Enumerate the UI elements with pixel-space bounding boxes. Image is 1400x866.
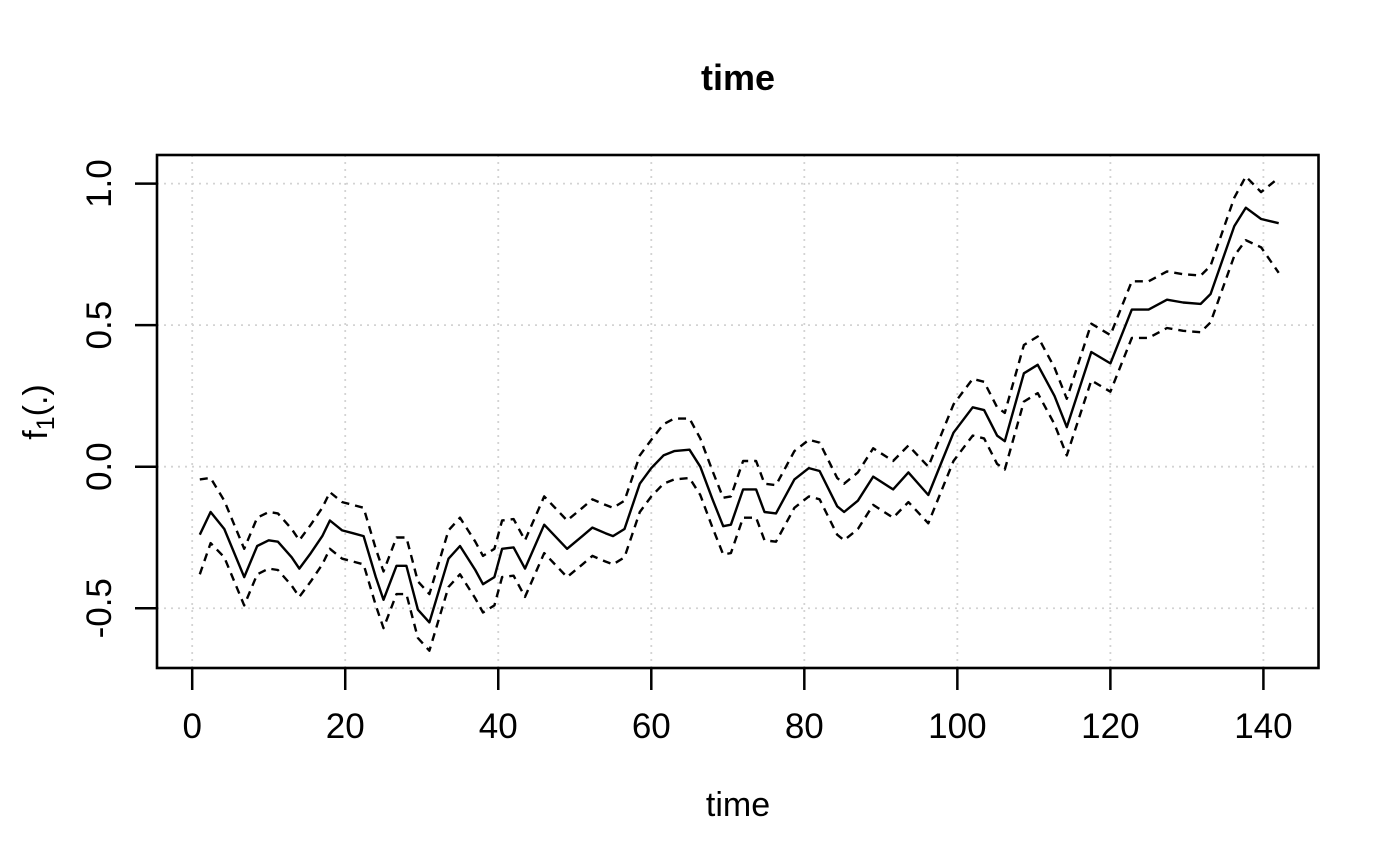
grid-layer — [157, 155, 1319, 668]
x-axis-label: time — [706, 786, 770, 824]
plot-box — [155, 153, 1320, 670]
series-layer — [198, 175, 1280, 652]
x-tick-label: 20 — [326, 707, 365, 746]
y-axis-label-base: f — [17, 430, 55, 440]
y-axis-label-subscript: 1 — [32, 416, 60, 430]
y-tick-label: -0.5 — [80, 578, 119, 638]
y-tick-label: 0.0 — [80, 442, 119, 491]
x-tick-label: 140 — [1234, 707, 1292, 746]
y-tick-label: 0.5 — [80, 301, 119, 350]
x-tick-label: 120 — [1081, 707, 1139, 746]
y-axis-label-rest: (.) — [17, 384, 55, 416]
series-estimate — [198, 206, 1279, 624]
x-tick-label: 80 — [785, 707, 824, 746]
y-tick-label: 1.0 — [80, 159, 119, 208]
x-tick-label: 40 — [479, 707, 518, 746]
x-tick-label: 100 — [928, 707, 986, 746]
x-tick-label: 60 — [632, 707, 671, 746]
tick-layer: 0 20 40 60 80 100 120 140 -0.5 0.0 0.5 1.0 — [80, 159, 1293, 746]
series-lower_ci — [198, 238, 1280, 652]
y-axis-label: f1(.) — [17, 384, 60, 439]
x-tick-label: 0 — [182, 707, 201, 746]
chart-title: time — [701, 57, 775, 98]
series-upper_ci — [199, 175, 1280, 596]
